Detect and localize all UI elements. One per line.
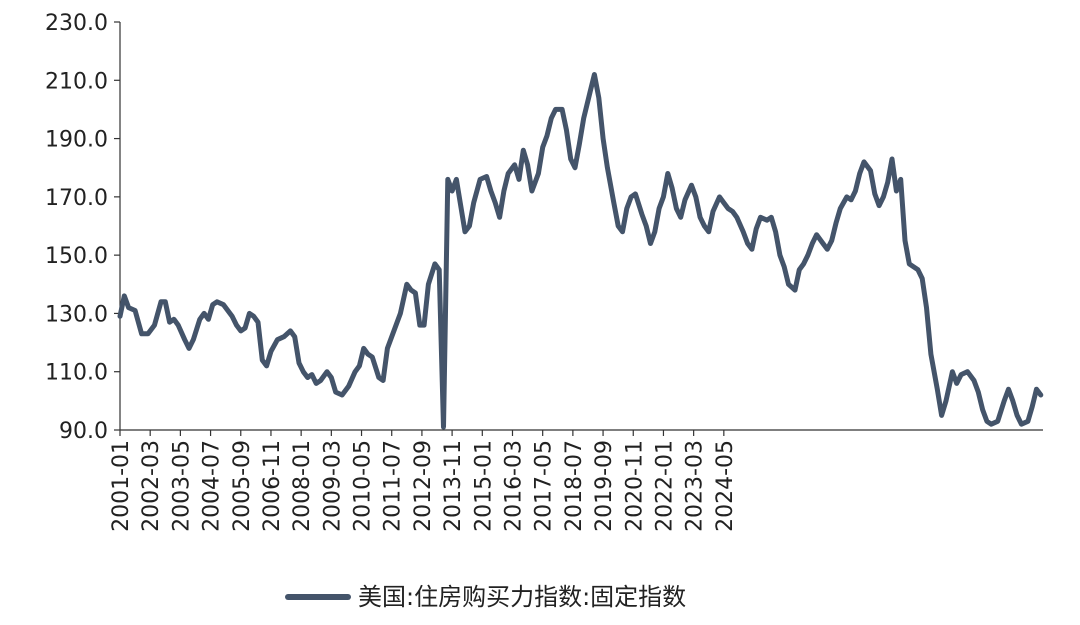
series-line	[117, 72, 1044, 430]
x-tick-label: 2010-05	[351, 440, 376, 532]
series-group	[117, 72, 1044, 430]
y-tick-label: 150.0	[45, 244, 108, 269]
x-tick-label: 2013-11	[441, 440, 466, 532]
x-tick-label: 2024-05	[713, 440, 738, 532]
x-tick-label: 2002-03	[139, 440, 164, 532]
x-tick-label: 2016-03	[501, 440, 526, 532]
legend: 美国:住房购买力指数:固定指数	[285, 583, 686, 611]
y-tick-label: 190.0	[45, 128, 108, 153]
x-tick-label: 2001-01	[109, 440, 134, 532]
y-axis: 90.0 110.0 130.0 150.0 170.0 190.0 210.0 230.0	[45, 11, 121, 444]
x-tick-label: 2022-01	[652, 440, 677, 532]
x-tick-label: 2003-05	[169, 440, 194, 532]
x-tick-label: 2005-09	[230, 440, 255, 532]
x-tick-label: 2012-09	[411, 440, 436, 532]
y-tick-label: 210.0	[45, 69, 108, 94]
x-tick-label: 2011-07	[381, 440, 406, 532]
x-tick-label: 2015-01	[471, 440, 496, 532]
y-tick-label: 110.0	[45, 361, 108, 386]
x-tick-label: 2023-03	[683, 440, 708, 532]
x-tick-label: 2008-01	[290, 440, 315, 532]
y-tick-label: 90.0	[59, 419, 108, 444]
y-tick-label: 170.0	[45, 186, 108, 211]
x-tick-label: 2006-11	[260, 440, 285, 532]
x-tick-label: 2004-07	[200, 440, 225, 532]
y-tick-label: 130.0	[45, 302, 108, 327]
x-axis: 2001-01 2002-03 2003-05 2004-07 2005-09 2006-…	[109, 429, 1043, 532]
x-tick-label: 2009-03	[320, 440, 345, 532]
x-tick-label: 2018-07	[562, 440, 587, 532]
x-tick-label: 2019-09	[592, 440, 617, 532]
legend-label: 美国:住房购买力指数:固定指数	[358, 583, 686, 611]
x-tick-label: 2020-11	[622, 440, 647, 532]
x-tick-label: 2017-05	[532, 440, 557, 532]
y-tick-label: 230.0	[45, 11, 108, 36]
